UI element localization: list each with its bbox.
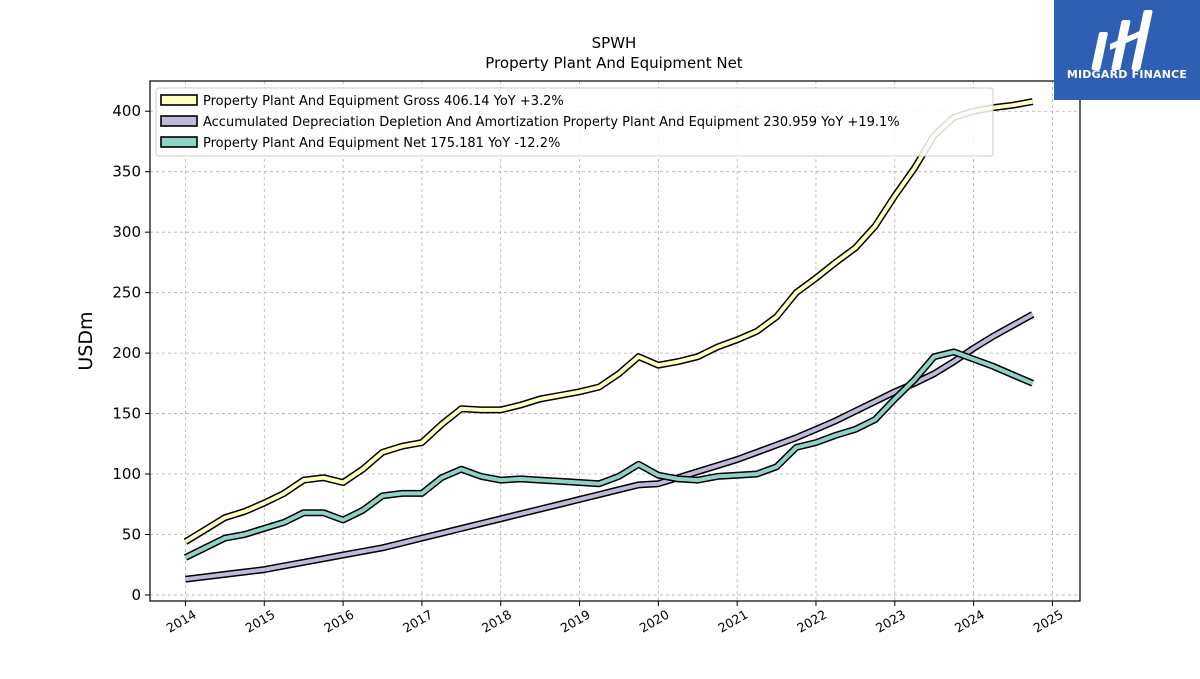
- x-tick-label: 2014: [164, 607, 199, 636]
- x-tick-label: 2025: [1031, 607, 1066, 636]
- x-tick-label: 2019: [558, 607, 593, 636]
- chart-title: SPWH: [592, 34, 637, 52]
- legend-frame: [155, 87, 994, 157]
- brand-name: MIDGARD FINANCE: [1066, 68, 1188, 81]
- y-tick-label: 400: [112, 102, 141, 120]
- series-line: [185, 312, 1034, 582]
- brand-logo: MIDGARD FINANCE: [1054, 0, 1200, 100]
- x-axis: 2014 2015 2016 2017 2018 2019 2020 2021 2022 2023…: [164, 601, 1066, 636]
- legend-swatch: [160, 94, 198, 106]
- y-axis-label: USDm: [75, 311, 97, 370]
- brand-logo-icon: [1091, 10, 1153, 70]
- plot-frame: [149, 80, 1081, 602]
- x-tick-label: 2016: [321, 607, 356, 636]
- legend: Property Plant And Equipment Gross 406.1…: [155, 87, 994, 157]
- x-tick-label: 2015: [243, 607, 278, 636]
- series-layer: [183, 98, 1035, 583]
- y-tick-label: 200: [112, 344, 141, 362]
- legend-label: Property Plant And Equipment Gross 406.1…: [203, 94, 564, 109]
- y-axis: 0 50 100 150 200 250 300 350 400: [112, 102, 150, 604]
- x-tick-label: 2022: [794, 607, 829, 636]
- chart-subtitle: Property Plant And Equipment Net: [485, 54, 742, 72]
- x-tick-label: 2024: [952, 607, 987, 636]
- x-tick-label: 2023: [873, 607, 908, 636]
- legend-label: Property Plant And Equipment Net 175.181…: [203, 136, 560, 151]
- y-tick-label: 300: [112, 223, 141, 241]
- y-tick-label: 100: [112, 465, 141, 483]
- legend-swatch: [160, 115, 198, 127]
- y-tick-label: 50: [122, 525, 141, 543]
- x-tick-label: 2020: [637, 607, 672, 636]
- x-tick-label: 2021: [715, 607, 750, 636]
- series-line: [184, 349, 1034, 560]
- y-tick-label: 250: [112, 284, 141, 302]
- series-line-outline: [185, 311, 1035, 583]
- y-tick-label: 0: [131, 586, 141, 604]
- legend-label: Accumulated Depreciation Depletion And A…: [203, 115, 900, 130]
- series-line: [184, 99, 1034, 544]
- series-line-outline: [183, 98, 1034, 545]
- x-tick-label: 2018: [479, 607, 514, 636]
- y-tick-label: 350: [112, 163, 141, 181]
- x-tick-label: 2017: [400, 607, 435, 636]
- y-tick-label: 150: [112, 405, 141, 423]
- legend-swatch: [160, 136, 198, 148]
